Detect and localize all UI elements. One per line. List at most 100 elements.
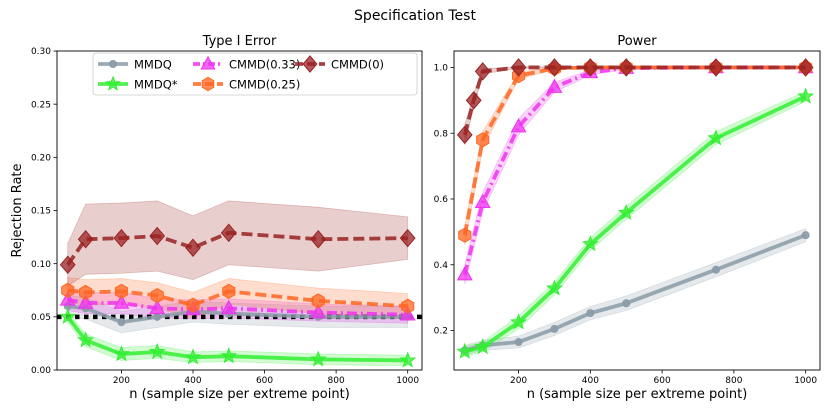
point-CMMD(0.33) [149, 299, 166, 315]
y-tick-label: 0.20 [31, 154, 51, 164]
x-tick-label: 400 [582, 376, 599, 386]
legend-box [92, 52, 418, 96]
series-line-MMDQ [67, 304, 408, 325]
y-tick-label: 0.2 [434, 327, 448, 337]
legend-label: MMDQ* [134, 78, 178, 92]
point-CMMD(0) [77, 229, 94, 249]
x-tick-label: 400 [184, 376, 201, 386]
panel-title: Power [617, 34, 657, 49]
point-CMMD(0) [582, 58, 599, 77]
legend-label: CMMD(0) [331, 58, 384, 72]
y-axis-label: Rejection Rate [10, 163, 25, 257]
point-CMMD(0.33) [59, 291, 76, 306]
x-tick-label: 600 [654, 376, 671, 386]
series-line-CMMD(0.25) [462, 65, 806, 236]
point-MMDQ [801, 231, 810, 240]
x-tick-label: 800 [328, 376, 345, 386]
x-axis-label: n (sample size per extreme point) [527, 387, 748, 402]
y-tick-label: 0.15 [31, 207, 51, 217]
x-tick-label: 600 [256, 376, 273, 386]
y-tick-label: 0.25 [31, 100, 51, 110]
point-MMDQ* [184, 348, 202, 365]
x-tick-label: 200 [113, 376, 130, 386]
point-MMDQ [153, 312, 162, 321]
panel-title: Type I Error [202, 34, 277, 49]
series-line-MMDQ* [66, 315, 408, 363]
series-line-CMMD(0.33) [67, 297, 408, 317]
legend-label: CMMD(0.33) [229, 58, 300, 72]
point-CMMD(0.25) [311, 293, 325, 309]
y-tick-label: 0.4 [434, 261, 449, 271]
point-CMMD(0.33) [113, 294, 130, 309]
suptitle: Specification Test [354, 8, 476, 24]
type-i-error-panel: Type I Error 200 400 600 800 1000 0.00 0.05 0.10… [10, 34, 423, 402]
point-CMMD(0.25) [458, 227, 472, 243]
point-MMDQ* [309, 350, 327, 367]
point-MMDQ* [112, 345, 130, 362]
point-CMMD(0.25) [401, 298, 415, 314]
point-CMMD(0.25) [114, 283, 128, 299]
point-CMMD(0.33) [456, 266, 473, 281]
point-MMDQ* [220, 347, 238, 364]
y-tick-label: 0.30 [31, 47, 51, 57]
power-panel: Power 200 400 600 800 1000 0.2 0.4 0.6 0.8 1.0 n (s… [434, 34, 821, 402]
point-CMMD(0) [399, 228, 416, 248]
point-CMMD(0.33) [220, 299, 237, 315]
point-CMMD(0) [474, 62, 491, 81]
point-CMMD(0.33) [474, 193, 491, 209]
point-CMMD(0.33) [546, 78, 563, 93]
point-MMDQ* [474, 338, 492, 355]
series-line-MMDQ* [464, 94, 807, 354]
point-MMDQ [117, 318, 126, 327]
legend-marker-CMMD(0.33) [200, 55, 216, 70]
point-CMMD(0) [708, 58, 724, 77]
point-MMDQ [711, 265, 720, 274]
x-tick-label: 200 [510, 376, 527, 386]
point-CMMD(0.25) [79, 284, 93, 300]
point-MMDQ* [545, 279, 563, 296]
point-CMMD(0) [149, 226, 166, 246]
axes-frame [453, 50, 821, 371]
point-MMDQ* [77, 331, 95, 348]
point-CMMD(0) [220, 223, 237, 243]
legend-marker-CMMD(0.25) [201, 76, 215, 92]
point-MMDQ* [581, 235, 599, 252]
x-tick-label: 800 [725, 376, 742, 386]
point-CMMD(0) [310, 229, 327, 249]
point-CMMD(0.25) [186, 297, 200, 313]
legend-label: CMMD(0.25) [229, 78, 300, 92]
y-tick-label: 0.10 [31, 260, 51, 270]
point-MMDQ* [797, 87, 815, 104]
x-tick-label: 1000 [794, 376, 817, 386]
x-axis-label: n (sample size per extreme point) [129, 387, 350, 402]
point-CMMD(0) [456, 125, 473, 145]
point-MMDQ* [456, 342, 474, 359]
y-tick-label: 0.05 [31, 313, 51, 323]
point-CMMD(0.25) [150, 287, 164, 304]
point-CMMD(0) [546, 58, 563, 77]
series-line-CMMD(0.33) [462, 65, 806, 276]
point-MMDQ* [148, 342, 166, 360]
point-CMMD(0.33) [310, 304, 327, 319]
legend: MMDQ MMDQ* CMMD(0.33) CMMD(0.25) CMMD(0) [92, 52, 418, 96]
legend-label: MMDQ [134, 58, 172, 72]
point-MMDQ* [707, 129, 725, 146]
point-CMMD(0) [465, 91, 482, 110]
point-CMMD(0) [185, 238, 201, 257]
point-CMMD(0) [510, 58, 527, 77]
plot-area [57, 200, 422, 368]
band-CMMD(0.25) [464, 66, 807, 246]
y-tick-label: 0.00 [31, 366, 51, 376]
point-MMDQ [550, 324, 559, 333]
point-CMMD(0.25) [61, 282, 75, 298]
point-CMMD(0) [59, 255, 76, 275]
band-CMMD(0) [67, 200, 409, 287]
point-CMMD(0.33) [77, 294, 94, 309]
y-tick-label: 0.8 [434, 129, 449, 139]
y-tick-label: 0.6 [434, 195, 449, 205]
point-CMMD(0) [797, 58, 814, 77]
legend-marker-CMMD(0) [302, 55, 318, 73]
legend-marker-MMDQ* [104, 75, 122, 91]
point-MMDQ [586, 309, 595, 318]
